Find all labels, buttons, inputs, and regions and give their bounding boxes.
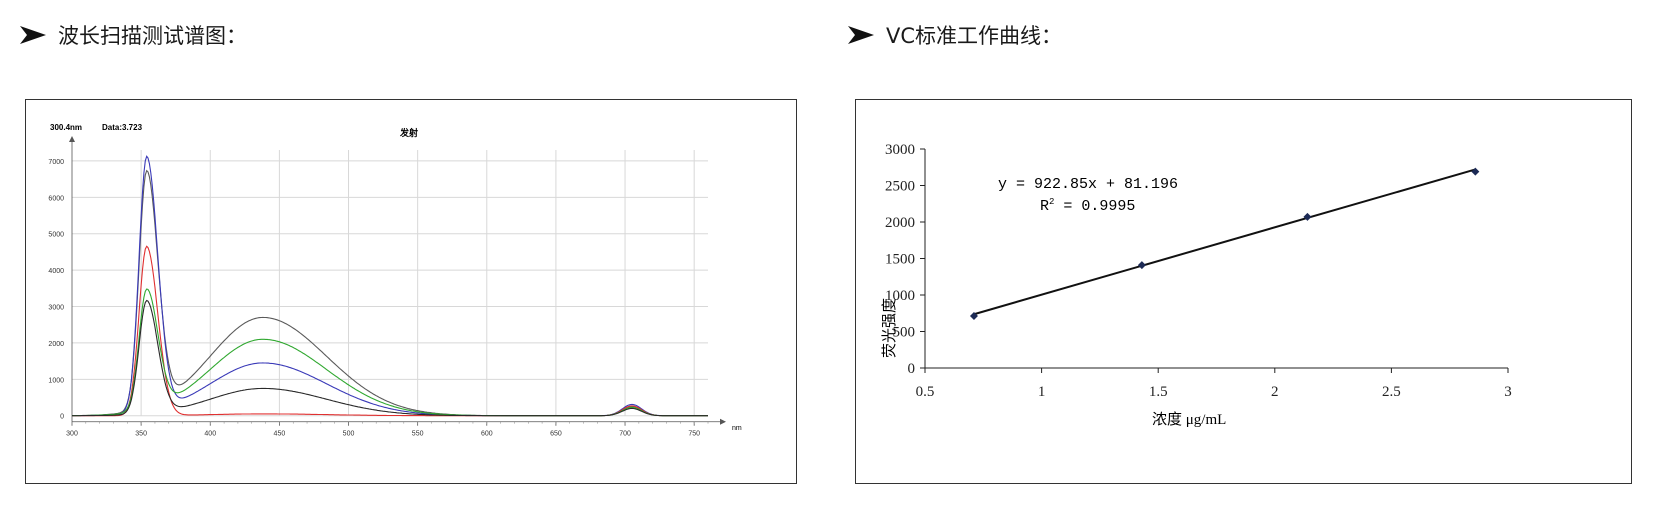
x-tick-label: 500 [343, 431, 355, 438]
y-tick-label: 500 [893, 325, 916, 341]
y-tick-label: 3000 [48, 305, 64, 312]
y-tick-label: 3000 [885, 142, 915, 158]
calibration-chart: 3000 2500 2000 1500 1000 500 00.5 1 1.5 2 2.5 3 y =… [881, 142, 1512, 428]
x-tick-label: 400 [204, 431, 216, 438]
x-tick-label: 350 [135, 431, 147, 438]
trendline [973, 168, 1476, 316]
readout-wavelength: 300.4nm [50, 123, 82, 132]
data-point [1303, 212, 1312, 221]
spectrum-chart-panel: 300 350 400 450 500 550 600 650 700 750 7000 6000 50… [25, 99, 797, 484]
y-tick-label: 5000 [48, 232, 64, 239]
r-squared-sup: 2 [1049, 197, 1054, 207]
arrow-bullet-icon [20, 26, 46, 44]
x-tick-label: 700 [619, 431, 631, 438]
arrow-bullet-icon [848, 26, 874, 44]
heading-text: VC标准工作曲线： [886, 24, 1063, 48]
chart-title: 发射 [399, 127, 418, 138]
y-tick-label: 6000 [48, 195, 64, 202]
y-axis-label: 荧光强度 [881, 298, 898, 358]
spectrum-series-line [72, 299, 708, 417]
r-squared-label: R2 = 0.9995 [1040, 197, 1135, 215]
trendline-equation: y = 922.85x + 81.196 [998, 176, 1178, 193]
y-tick-label: 1000 [48, 377, 64, 384]
x-tick-label: 2 [1271, 384, 1279, 400]
x-tick-label: 3 [1504, 384, 1512, 400]
y-tick-label: 2000 [885, 215, 915, 231]
section-heading-spectrum: 波长扫描测试谱图： [20, 20, 247, 50]
x-axis-arrow [720, 418, 726, 425]
section-heading-calibration: VC标准工作曲线： [848, 20, 1062, 50]
x-tick-label: 650 [550, 431, 562, 438]
spectrum-series-line [72, 155, 708, 417]
x-tick-label: 450 [274, 431, 286, 438]
data-point [969, 312, 978, 321]
x-tick-label: 1.5 [1149, 384, 1168, 400]
x-tick-label: 550 [412, 431, 424, 438]
y-tick-label: 4000 [48, 268, 64, 275]
y-tick-label: 2000 [48, 341, 64, 348]
readout-data: Data:3.723 [102, 123, 143, 132]
x-tick-label: 300 [66, 431, 78, 438]
data-point [1471, 167, 1480, 176]
r-squared-r: R [1040, 198, 1049, 215]
y-axis-arrow [69, 136, 75, 142]
heading-text: 波长扫描测试谱图： [58, 24, 247, 48]
y-tick-label: 1500 [885, 252, 915, 268]
calibration-chart-panel: 3000 2500 2000 1500 1000 500 0 0.5 1 1.5 2 2.5 3 y =… [855, 99, 1632, 484]
r-squared-value: = 0.9995 [1054, 198, 1135, 215]
x-tick-label: 2.5 [1382, 384, 1401, 400]
y-tick-label: 0 [908, 361, 916, 377]
y-tick-label: 1000 [885, 288, 915, 304]
y-tick-label: 2500 [885, 179, 915, 195]
x-tick-label: 750 [688, 431, 700, 438]
x-tick-label: 600 [481, 431, 493, 438]
spectrum-chart: 300 350 400 450 500 550 600 650 700 750 7000 6000 50… [48, 123, 742, 438]
data-point [1137, 261, 1146, 270]
y-tick-label: 0 [60, 414, 64, 421]
x-tick-label: 1 [1038, 384, 1046, 400]
x-tick-label: 0.5 [916, 384, 935, 400]
x-axis-label: 浓度 μg/mL [1152, 411, 1226, 428]
y-tick-label: 7000 [48, 159, 64, 166]
x-axis-unit: nm [732, 425, 742, 432]
